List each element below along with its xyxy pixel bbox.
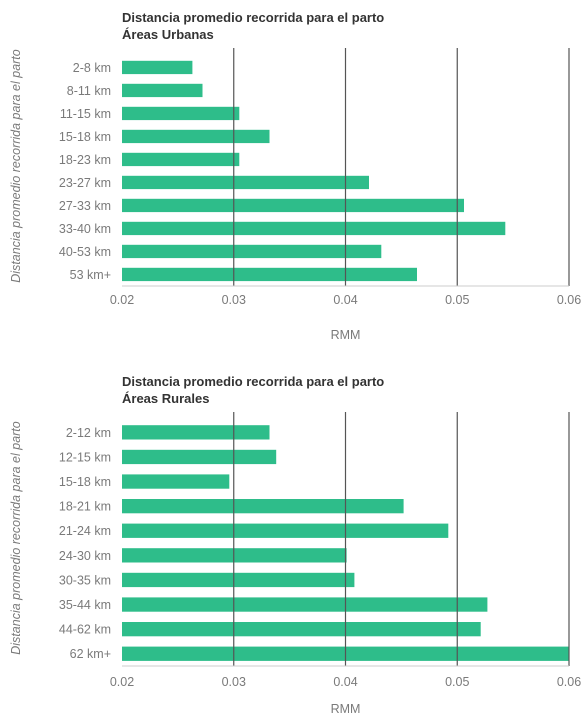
y-tick-label: 30-35 km	[59, 573, 111, 587]
x-tick-label: 0.03	[222, 293, 246, 307]
chart-subtitle: Áreas Urbanas	[122, 27, 214, 42]
bar	[122, 106, 240, 121]
x-tick-label: 0.05	[445, 675, 469, 689]
bar	[122, 499, 404, 514]
bar	[122, 523, 449, 538]
y-tick-label: 15-18 km	[59, 475, 111, 489]
x-tick-label: 0.06	[557, 293, 581, 307]
y-tick-label: 33-40 km	[59, 222, 111, 236]
bar	[122, 622, 481, 637]
y-tick-label: 2-8 km	[73, 61, 111, 75]
y-tick-label: 62 km+	[70, 647, 111, 661]
x-tick-label: 0.06	[557, 675, 581, 689]
x-tick-label: 0.04	[333, 675, 357, 689]
bar	[122, 175, 369, 190]
y-tick-label: 11-15 km	[60, 107, 111, 121]
chart-title: Distancia promedio recorrida para el par…	[122, 374, 384, 389]
bar	[122, 152, 240, 167]
y-tick-label: 2-12 km	[66, 426, 111, 440]
bar	[122, 597, 488, 612]
x-axis-label: RMM	[331, 328, 361, 342]
x-axis-label: RMM	[331, 702, 361, 716]
y-tick-label: 18-21 km	[59, 500, 111, 514]
x-tick-label: 0.05	[445, 293, 469, 307]
bar	[122, 129, 270, 144]
chart-panel-2: Distancia promedio recorrida para el par…	[9, 374, 581, 716]
y-axis-label: Distancia promedio recorrida para el par…	[9, 49, 23, 282]
bar	[122, 60, 193, 75]
y-tick-label: 27-33 km	[59, 199, 111, 213]
y-tick-label: 44-62 km	[59, 623, 111, 637]
y-tick-label: 15-18 km	[59, 130, 111, 144]
y-tick-label: 12-15 km	[59, 450, 111, 464]
y-axis-label: Distancia promedio recorrida para el par…	[9, 421, 23, 654]
y-tick-label: 40-53 km	[59, 245, 111, 259]
y-tick-label: 21-24 km	[59, 524, 111, 538]
x-tick-label: 0.02	[110, 293, 134, 307]
bar	[122, 244, 382, 259]
y-tick-label: 35-44 km	[59, 598, 111, 612]
bar	[122, 198, 464, 213]
y-tick-label: 23-27 km	[59, 176, 111, 190]
bar	[122, 572, 355, 588]
chart-panel-1: Distancia promedio recorrida para el par…	[9, 10, 581, 342]
y-tick-label: 18-23 km	[59, 153, 111, 167]
bar	[122, 449, 277, 465]
bar	[122, 474, 230, 489]
bar	[122, 425, 270, 440]
x-tick-label: 0.04	[333, 293, 357, 307]
y-tick-label: 8-11 km	[67, 84, 111, 98]
chart-subtitle: Áreas Rurales	[122, 391, 209, 406]
x-tick-label: 0.02	[110, 675, 134, 689]
y-tick-label: 24-30 km	[59, 549, 111, 563]
chart-title: Distancia promedio recorrida para el par…	[122, 10, 384, 25]
x-tick-label: 0.03	[222, 675, 246, 689]
bar	[122, 267, 417, 282]
y-tick-label: 53 km+	[70, 268, 111, 282]
bar	[122, 221, 506, 236]
bar	[122, 83, 203, 98]
